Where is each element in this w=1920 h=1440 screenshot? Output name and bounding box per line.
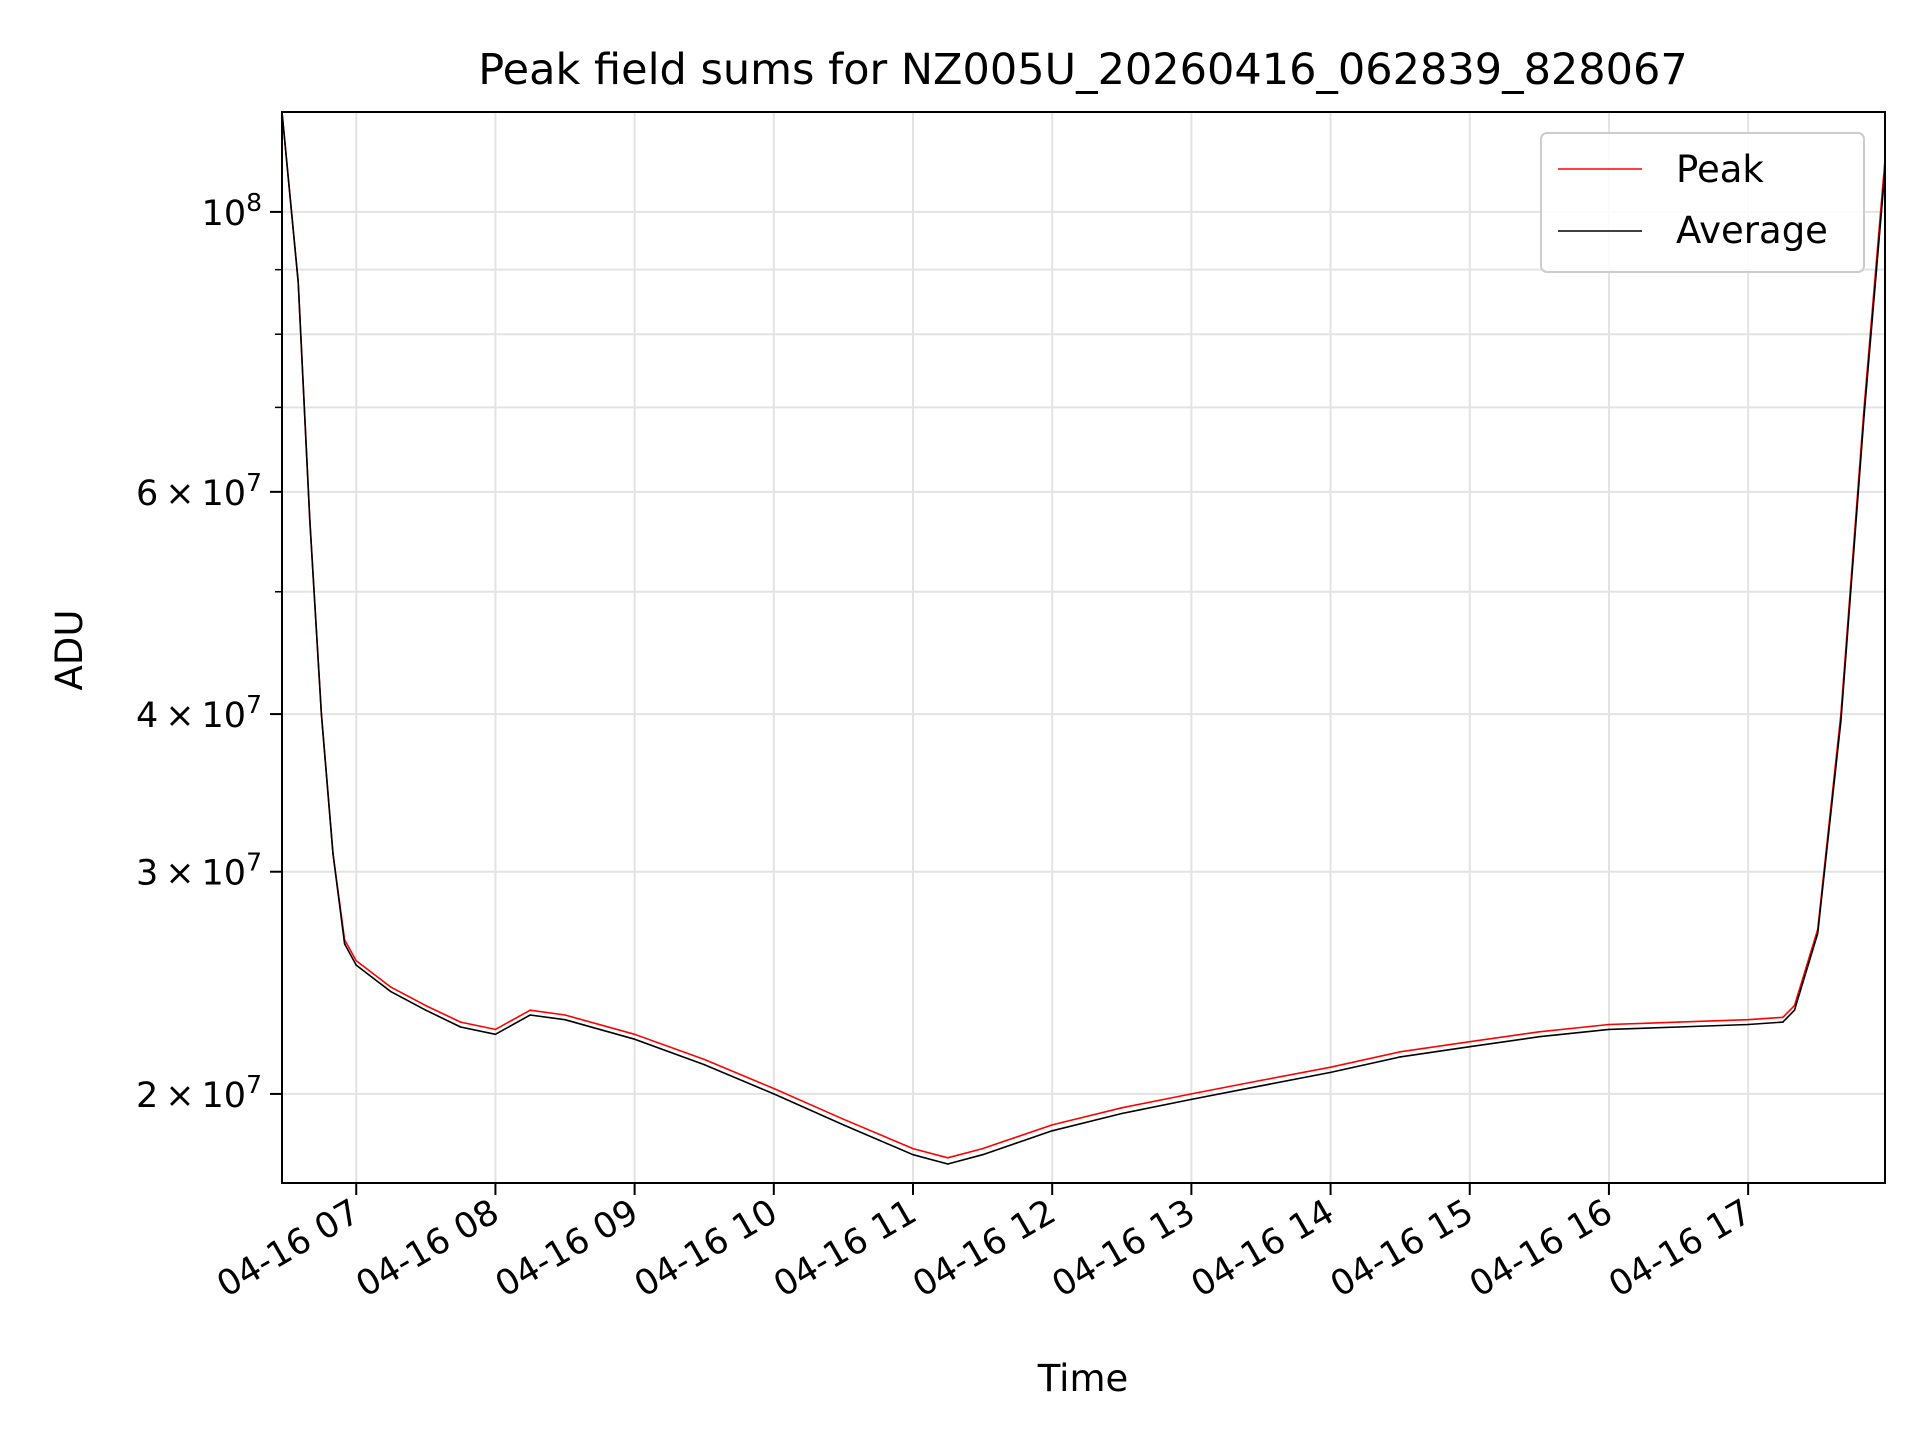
series-point-average bbox=[1782, 1021, 1784, 1023]
series-point-peak bbox=[494, 1028, 497, 1031]
series-point-average bbox=[1538, 1035, 1541, 1038]
y-tick-label: 3 × 107 bbox=[136, 848, 262, 894]
series-point-average bbox=[1608, 1028, 1610, 1031]
series-point-peak bbox=[1747, 1018, 1749, 1021]
series-point-peak bbox=[1329, 1066, 1332, 1068]
y-tick-label-base: 2 × 10 bbox=[136, 1076, 246, 1116]
y-tick-label-exponent: 7 bbox=[246, 848, 262, 877]
plot-frame bbox=[281, 111, 1886, 1184]
series-point-peak bbox=[1677, 1021, 1680, 1023]
chart-title: Peak field sums for NZ005U_20260416_0628… bbox=[478, 45, 1687, 95]
y-tick-label-base: 6 × 10 bbox=[136, 474, 246, 514]
legend-label-peak: Peak bbox=[1676, 148, 1764, 191]
series-layer bbox=[282, 112, 1885, 1165]
y-tick-label: 2 × 107 bbox=[136, 1070, 262, 1116]
series-point-average bbox=[912, 1153, 914, 1156]
y-tick-label-base: 4 × 10 bbox=[136, 696, 246, 736]
series-point-peak bbox=[842, 1118, 845, 1120]
series-point-average bbox=[459, 1026, 462, 1028]
series-point-peak bbox=[459, 1021, 462, 1023]
series-point-average bbox=[343, 943, 346, 945]
series-point-average bbox=[494, 1033, 497, 1036]
series-point-peak bbox=[1782, 1016, 1784, 1019]
series-point-average bbox=[981, 1153, 984, 1156]
legend-label-average: Average bbox=[1676, 209, 1828, 252]
series-point-peak bbox=[390, 986, 392, 988]
series-point-average bbox=[1747, 1023, 1749, 1026]
series-point-average bbox=[1260, 1085, 1262, 1087]
series-point-average bbox=[1051, 1130, 1053, 1132]
series-point-average bbox=[309, 519, 311, 521]
series-point-peak bbox=[1399, 1051, 1401, 1053]
legend: Peak Average bbox=[1540, 132, 1865, 273]
series-point-peak bbox=[1260, 1079, 1262, 1082]
series-point-average bbox=[320, 713, 323, 715]
series-point-average bbox=[1469, 1045, 1471, 1048]
y-tick-label-exponent: 7 bbox=[246, 1070, 262, 1099]
series-point-average bbox=[1840, 720, 1842, 722]
series-point-peak bbox=[1051, 1124, 1053, 1126]
series-point-average bbox=[1863, 414, 1865, 417]
y-axis-label: ADU bbox=[48, 610, 91, 691]
y-tick-label-exponent: 8 bbox=[246, 188, 262, 217]
series-point-peak bbox=[1121, 1107, 1123, 1109]
series-point-peak bbox=[529, 1009, 531, 1011]
series-point-average bbox=[703, 1063, 705, 1066]
series-point-average bbox=[390, 990, 392, 993]
series-point-average bbox=[633, 1038, 636, 1040]
series-point-average bbox=[1793, 1009, 1796, 1011]
series-point-peak bbox=[703, 1058, 705, 1061]
series-point-peak bbox=[947, 1157, 949, 1159]
y-tick-label: 4 × 107 bbox=[136, 690, 262, 736]
series-point-peak bbox=[1190, 1093, 1193, 1095]
series-point-average bbox=[1399, 1056, 1401, 1058]
series-point-peak bbox=[1469, 1040, 1471, 1043]
series-point-peak bbox=[1538, 1031, 1541, 1033]
y-tick-label: 108 bbox=[202, 188, 262, 234]
series-point-average bbox=[1329, 1071, 1332, 1074]
series-point-average bbox=[1121, 1112, 1123, 1115]
series-point-peak bbox=[355, 960, 358, 962]
series-point-average bbox=[1190, 1098, 1193, 1101]
series-point-peak bbox=[1608, 1023, 1610, 1026]
series-point-average bbox=[529, 1014, 531, 1016]
x-axis-label: Time bbox=[1037, 1357, 1129, 1400]
series-point-peak bbox=[773, 1087, 775, 1090]
series-point-average bbox=[1677, 1026, 1680, 1028]
series-point-average bbox=[773, 1093, 775, 1095]
series-point-average bbox=[564, 1018, 566, 1021]
series-point-average bbox=[355, 964, 358, 966]
series-point-average bbox=[947, 1163, 949, 1165]
series-point-peak bbox=[564, 1014, 566, 1016]
series-point-average bbox=[425, 1009, 427, 1011]
y-tick-label-exponent: 7 bbox=[246, 468, 262, 497]
series-point-peak bbox=[912, 1147, 914, 1150]
series-point-average bbox=[297, 281, 300, 283]
series-point-average bbox=[332, 853, 334, 855]
series-point-peak bbox=[425, 1004, 427, 1007]
series-point-average bbox=[1816, 932, 1819, 935]
series-point-peak bbox=[633, 1033, 636, 1036]
series-point-peak bbox=[981, 1147, 984, 1150]
series-point-peak bbox=[1793, 1004, 1796, 1007]
y-tick-label: 6 × 107 bbox=[136, 468, 262, 514]
y-tick-label-base: 10 bbox=[202, 194, 247, 234]
series-point-average bbox=[842, 1124, 845, 1126]
legend-box bbox=[1540, 132, 1865, 273]
y-tick-label-base: 3 × 10 bbox=[136, 854, 246, 894]
y-tick-label-exponent: 7 bbox=[246, 690, 262, 719]
